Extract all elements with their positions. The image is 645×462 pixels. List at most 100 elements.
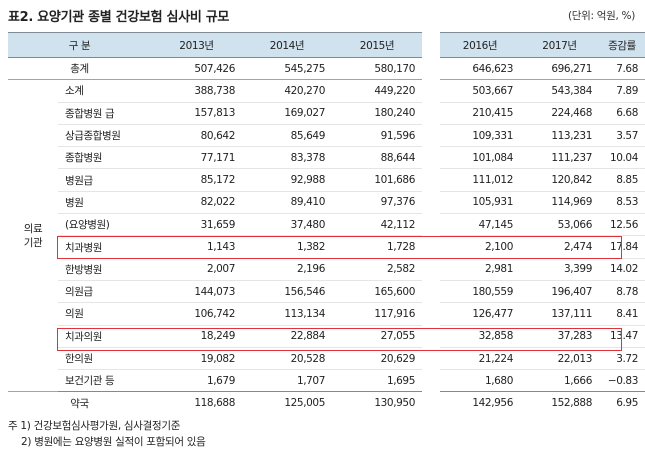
cell-value: 180,240 — [332, 102, 422, 125]
table-row: 의료 기관 소계 388,738 420,270 449,220 503,667 543,3… — [8, 79, 645, 393]
cell-value: 543,384 — [520, 79, 599, 103]
table-row: (요양병원) 31,659 37,480 42,112 47,145 53,066 12.5… — [8, 213, 645, 237]
cell-value: 169,027 — [242, 102, 332, 125]
row-label: 종합병원 — [58, 146, 151, 170]
cell-value: 180,559 — [440, 280, 520, 304]
col-header-2013: 2013년 — [151, 32, 242, 58]
cell-value: 126,477 — [440, 302, 520, 326]
cell-value: 32,858 — [440, 325, 520, 348]
cell-value: 31,659 — [151, 213, 242, 237]
cell-value: 82,022 — [151, 191, 242, 215]
cell-value: 53,066 — [520, 213, 599, 237]
table-row: 병원 82,022 89,410 97,376 105,931 114,969 8.53 — [8, 191, 645, 215]
table-row: 종합병원 77,171 83,378 88,644 101,084 111,237 10.0… — [8, 146, 645, 170]
cell-value: 1,679 — [151, 369, 242, 393]
column-gap — [422, 391, 440, 414]
cell-value: 85,172 — [151, 168, 242, 192]
cell-value: 125,005 — [284, 397, 325, 410]
cell-value: 20,629 — [332, 347, 422, 371]
cell-value: 130,950 — [374, 397, 415, 410]
cell-value: 7.89 — [599, 79, 645, 103]
unit-label: (단위: 억원, %) — [567, 10, 635, 22]
table-row: 의원급 144,073 156,546 165,600 180,559 196,407 8.… — [8, 280, 645, 304]
cell-value: 88,644 — [332, 146, 422, 170]
cell-value: 7.68 — [599, 57, 645, 81]
cell-value: 83,378 — [242, 146, 332, 170]
cell-value: 6.95 — [616, 397, 638, 410]
cell-value: 111,237 — [520, 146, 599, 170]
cell-value: 113,134 — [242, 302, 332, 326]
cell-value: 14.02 — [599, 258, 645, 281]
cell-value: 85,649 — [242, 124, 332, 148]
cell-value: 420,270 — [242, 79, 332, 103]
row-label: 보건기관 등 — [58, 369, 151, 393]
row-label: 의원급 — [58, 280, 151, 304]
column-gap — [422, 302, 440, 326]
highlight-dental-hospital — [57, 236, 622, 259]
table-row: 약국 118,688 125,005 130,950 142,956 152,888 6.9… — [8, 391, 645, 414]
column-gap — [422, 57, 440, 80]
col-header-category: 구 분 — [8, 32, 151, 58]
cell-value: 10.04 — [599, 146, 645, 170]
cell-value: 13.47 — [599, 325, 645, 348]
cell-value: 165,600 — [332, 280, 422, 304]
cell-value: 19,082 — [151, 347, 242, 371]
cell-value: 89,410 — [242, 191, 332, 215]
footnote-2: 2) 병원에는 요양병원 실적이 포함되어 있음 — [21, 436, 206, 448]
cell-value: 2,100 — [440, 235, 520, 259]
cell-value: 646,623 — [440, 57, 520, 81]
cell-value: 8.78 — [599, 280, 645, 304]
column-gap — [422, 280, 440, 303]
table-row: 한의원 19,082 20,528 20,629 21,224 22,013 3.72 — [8, 347, 645, 371]
cell-value: 2,981 — [440, 258, 520, 281]
col-header-2016: 2016년 — [440, 32, 520, 58]
column-gap — [422, 258, 440, 281]
row-label: 약국 — [70, 397, 89, 410]
cell-value: 2,474 — [520, 235, 599, 259]
column-gap — [422, 325, 440, 348]
cell-value: 91,596 — [332, 124, 422, 148]
cell-value: 12.56 — [599, 213, 645, 237]
cell-value: 101,084 — [440, 146, 520, 170]
cell-value: 77,171 — [151, 146, 242, 170]
row-label: 병원급 — [58, 168, 151, 192]
cell-value: 1,728 — [332, 235, 422, 259]
cell-value: 8.85 — [599, 168, 645, 192]
row-label: 한의원 — [58, 347, 151, 371]
column-gap — [422, 369, 440, 392]
cell-value: 21,224 — [440, 347, 520, 371]
cell-value: 2,196 — [242, 258, 332, 281]
col-header-2014: 2014년 — [242, 32, 332, 58]
cell-value: 92,988 — [242, 168, 332, 192]
cell-value: 210,415 — [440, 102, 520, 125]
cell-value: 113,231 — [520, 124, 599, 148]
cell-value: 97,376 — [332, 191, 422, 215]
row-label: 치과병원 — [58, 235, 151, 259]
cell-value: 196,407 — [520, 280, 599, 304]
cell-value: 42,112 — [332, 213, 422, 237]
column-gap — [422, 235, 440, 259]
column-gap — [422, 102, 440, 125]
column-gap — [422, 213, 440, 236]
col-header-2017: 2017년 — [520, 32, 599, 58]
table-row: 의원 106,742 113,134 117,916 126,477 137,111 8.4… — [8, 302, 645, 326]
cell-value: 503,667 — [440, 79, 520, 103]
table-title: 표2. 요양기관 종별 건강보험 심사비 규모 — [8, 10, 230, 25]
cell-value: 111,012 — [440, 168, 520, 192]
column-gap — [422, 168, 440, 192]
column-gap — [422, 347, 440, 370]
cell-value: 137,111 — [520, 302, 599, 326]
cell-value: 1,382 — [242, 235, 332, 259]
cell-value: 20,528 — [242, 347, 332, 371]
cell-value: 156,546 — [242, 280, 332, 304]
table-row: 치과의원 18,249 22,884 27,055 32,858 37,283 13.47 — [8, 325, 645, 348]
cell-value: 144,073 — [151, 280, 242, 304]
cell-value: 37,283 — [520, 325, 599, 348]
cell-value: 118,688 — [194, 397, 235, 410]
cell-value: 18,249 — [151, 325, 242, 348]
cell-value: 152,888 — [551, 397, 592, 410]
row-label: 치과의원 — [58, 325, 151, 348]
cell-value: 105,931 — [440, 191, 520, 215]
cell-value: 1,143 — [151, 235, 242, 259]
cell-value: 449,220 — [332, 79, 422, 103]
